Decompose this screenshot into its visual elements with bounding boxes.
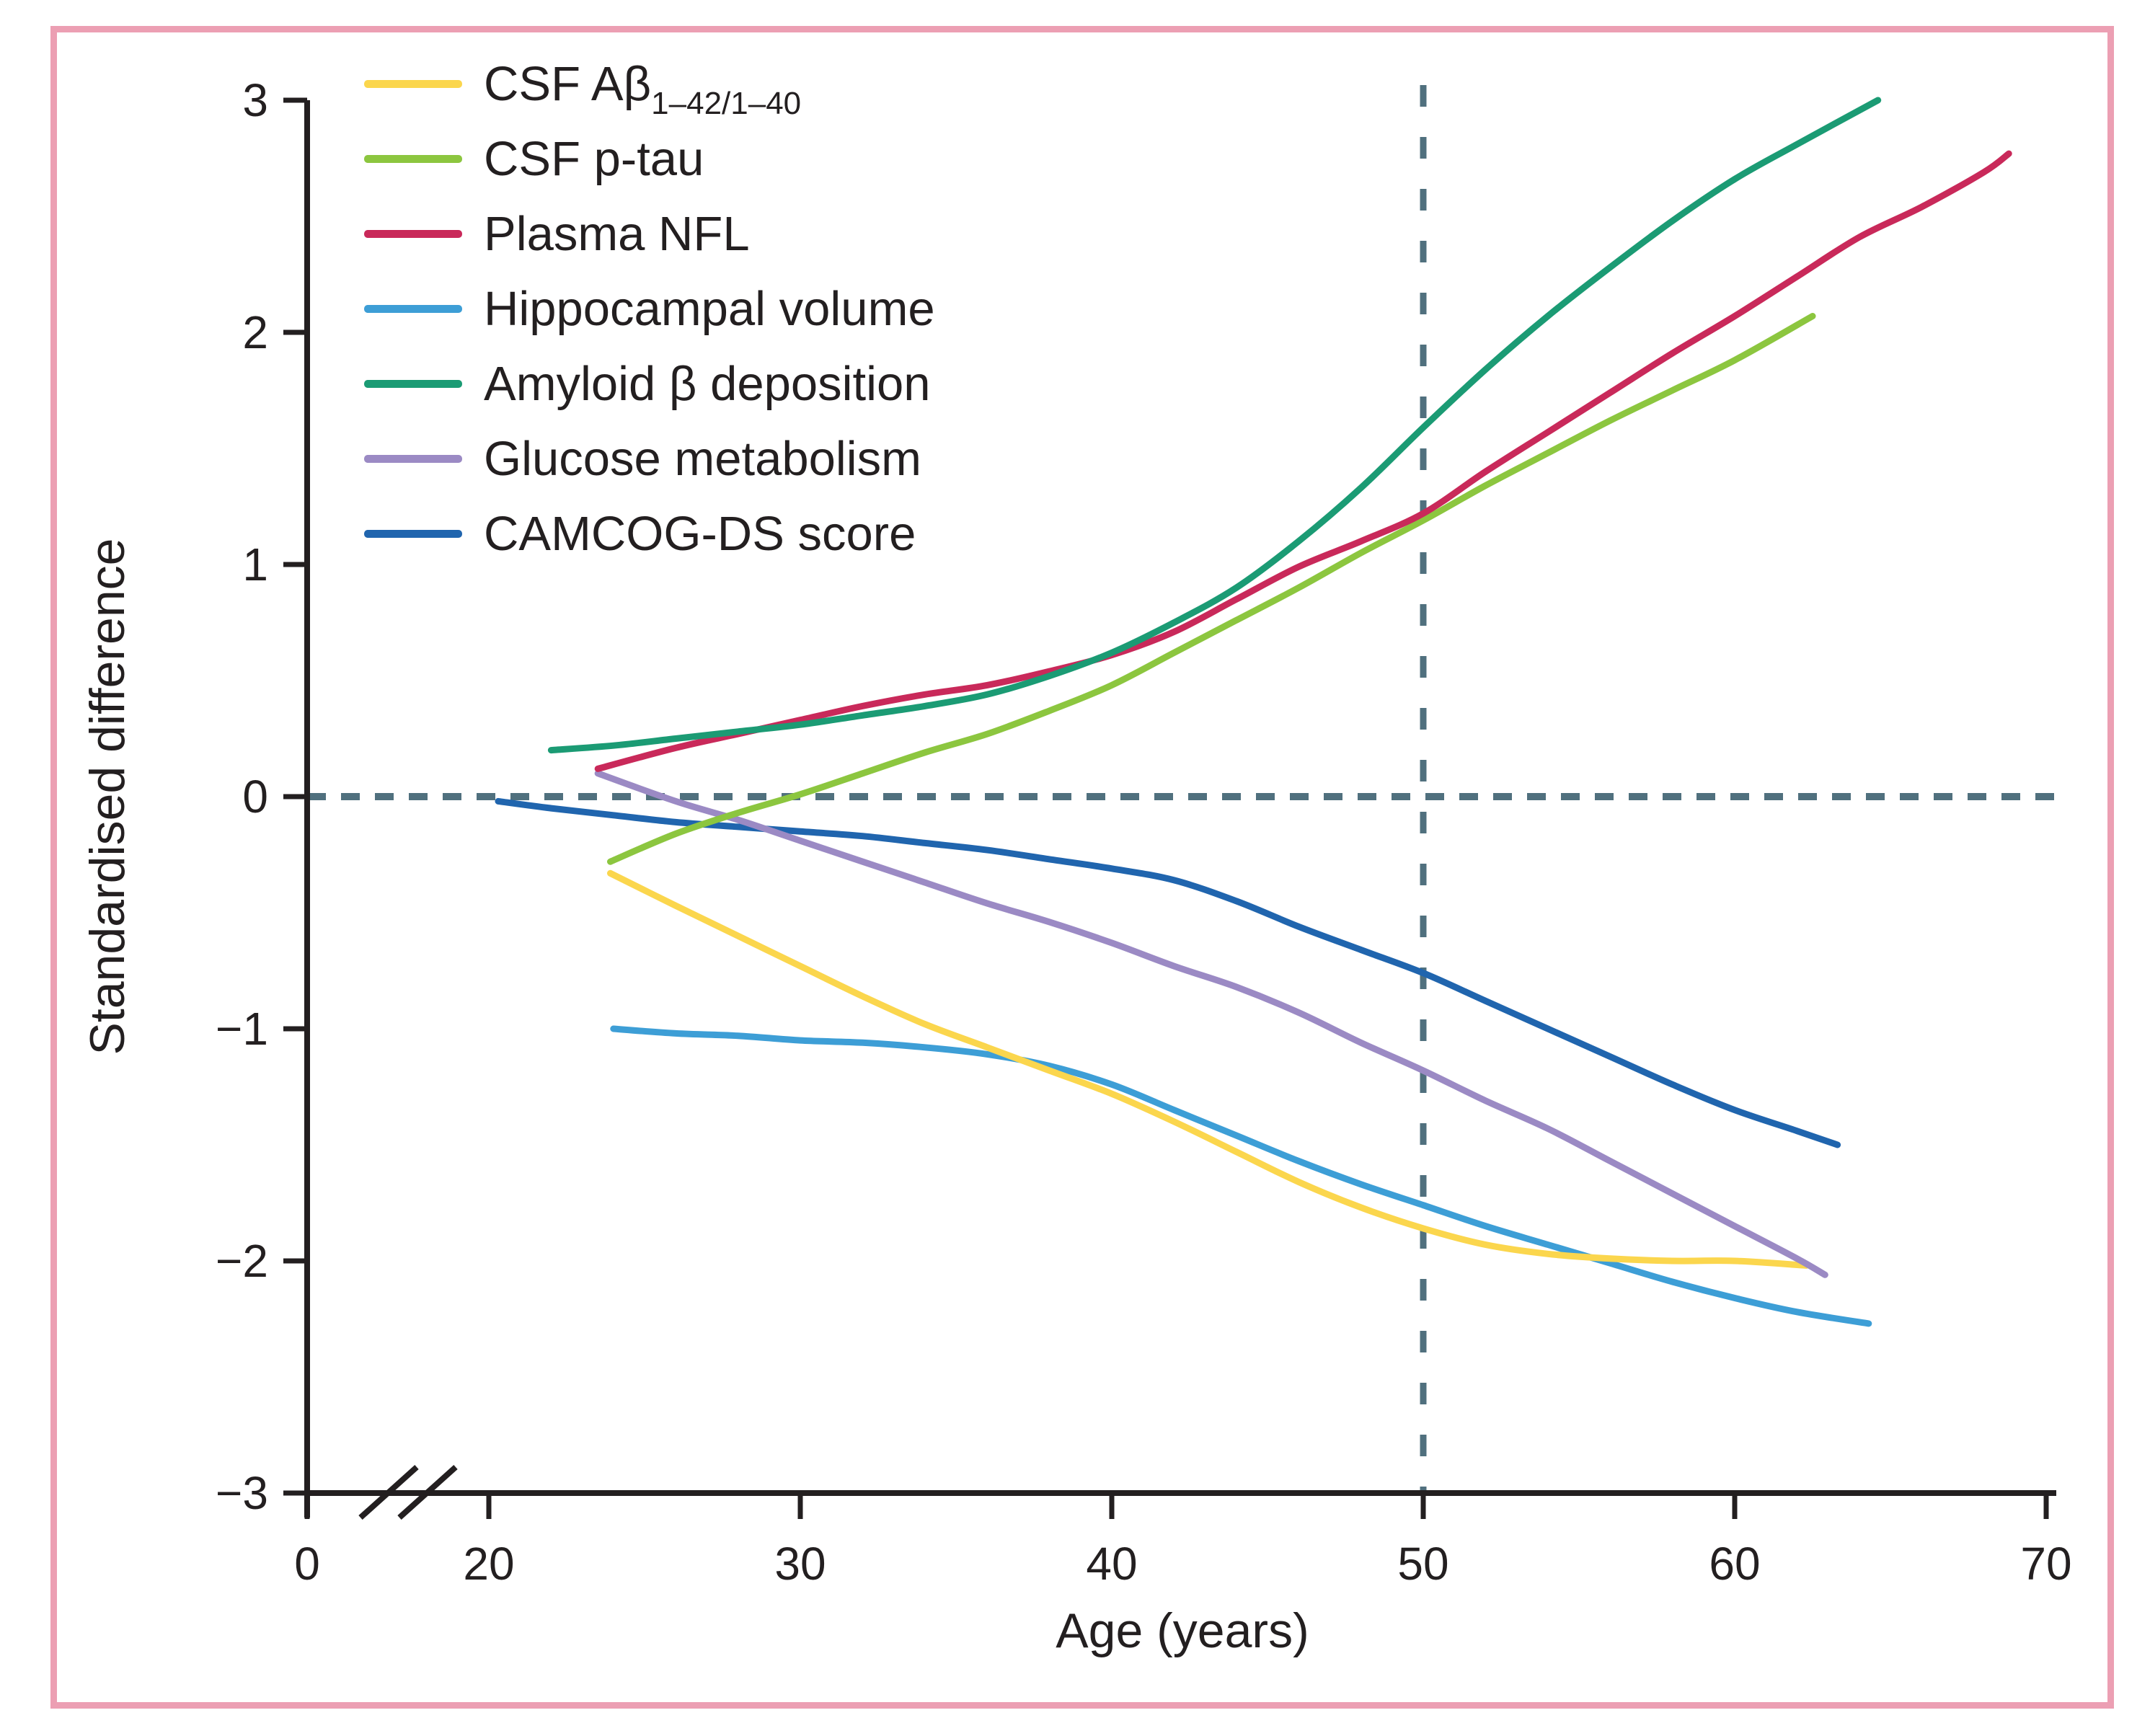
y-tick-label-3: 3 — [242, 74, 268, 126]
legend-label-hippocampal-volume: Hippocampal volume — [484, 285, 935, 333]
legend-swatch-amyloid-deposition — [364, 379, 462, 388]
legend-item-csf-p-tau: CSF p-tau — [364, 121, 935, 196]
x-tick-label-40: 40 — [1086, 1538, 1137, 1590]
y-tick-label-1: 1 — [242, 539, 268, 590]
legend-item-amyloid-deposition: Amyloid β deposition — [364, 346, 935, 421]
x-tick-label-0: 0 — [294, 1538, 320, 1590]
tick-labels: 3 2 1 0 −1 −2 −3 0 20 30 40 50 60 70 — [216, 74, 2072, 1590]
legend-item-csf-a: CSF Aβ1–42/1–40 — [364, 46, 935, 121]
reference-lines — [307, 85, 2068, 1493]
x-tick-label-50: 50 — [1397, 1538, 1448, 1590]
x-tick-label-60: 60 — [1709, 1538, 1760, 1590]
legend-label-text: CSF Aβ — [484, 56, 652, 111]
legend-swatch-plasma-nfl — [364, 229, 462, 238]
axis-break-slash — [358, 1465, 419, 1520]
legend-item-glucose-metabolism: Glucose metabolism — [364, 421, 935, 496]
legend-label-text: Hippocampal volume — [484, 281, 935, 336]
legend-item-plasma-nfl: Plasma NFL — [364, 196, 935, 271]
series-lines — [495, 97, 2012, 1327]
series-line-amyloid-deposition — [547, 97, 1882, 754]
legend-item-camcog-ds-score: CAMCOG-DS score — [364, 496, 935, 571]
axes — [283, 97, 2056, 1520]
legend-item-hippocampal-volume: Hippocampal volume — [364, 271, 935, 346]
x-tick-label-70: 70 — [2020, 1538, 2071, 1590]
x-tick-label-30: 30 — [774, 1538, 826, 1590]
legend-label-text: CSF p-tau — [484, 131, 704, 186]
legend-label-glucose-metabolism: Glucose metabolism — [484, 435, 921, 483]
legend-label-text: Plasma NFL — [484, 206, 750, 261]
series-line-csf-a — [607, 869, 1810, 1269]
legend-label-text: Glucose metabolism — [484, 431, 921, 486]
figure-border — [50, 26, 2114, 1709]
y-tick-label-2: 2 — [242, 306, 268, 358]
y-tick-label-neg1: −1 — [216, 1003, 268, 1055]
series-line-glucose-metabolism — [594, 770, 1828, 1278]
legend-label-plasma-nfl: Plasma NFL — [484, 210, 750, 258]
legend: CSF Aβ1–42/1–40 CSF p-tau Plasma NFL Hippoc… — [364, 46, 935, 571]
legend-label-csf-a: CSF Aβ1–42/1–40 — [484, 56, 801, 120]
series-line-camcog-ds-score — [495, 797, 1841, 1148]
series-line-plasma-nfl — [594, 150, 2012, 772]
legend-swatch-csf-p-tau — [364, 154, 462, 163]
y-axis-title: Standardised difference — [80, 538, 135, 1055]
legend-label-subscript: 1–42/1–40 — [651, 86, 802, 122]
axis-break-slash — [397, 1465, 458, 1520]
y-tick-label-neg2: −2 — [216, 1235, 268, 1287]
legend-label-camcog-ds-score: CAMCOG-DS score — [484, 510, 916, 558]
legend-swatch-glucose-metabolism — [364, 454, 462, 463]
legend-swatch-csf-a — [364, 79, 462, 88]
legend-label-amyloid-deposition: Amyloid β deposition — [484, 360, 931, 408]
legend-label-text: CAMCOG-DS score — [484, 506, 916, 561]
y-tick-label-neg3: −3 — [216, 1467, 268, 1519]
legend-swatch-hippocampal-volume — [364, 304, 462, 313]
x-tick-label-20: 20 — [463, 1538, 514, 1590]
series-line-csf-p-tau — [607, 313, 1816, 865]
legend-swatch-camcog-ds-score — [364, 529, 462, 538]
legend-label-text: Amyloid β deposition — [484, 356, 931, 411]
y-tick-label-0: 0 — [242, 771, 268, 823]
x-axis-title: Age (years) — [1056, 1603, 1309, 1658]
legend-label-csf-p-tau: CSF p-tau — [484, 135, 704, 183]
series-line-hippocampal-volume — [610, 1025, 1872, 1327]
